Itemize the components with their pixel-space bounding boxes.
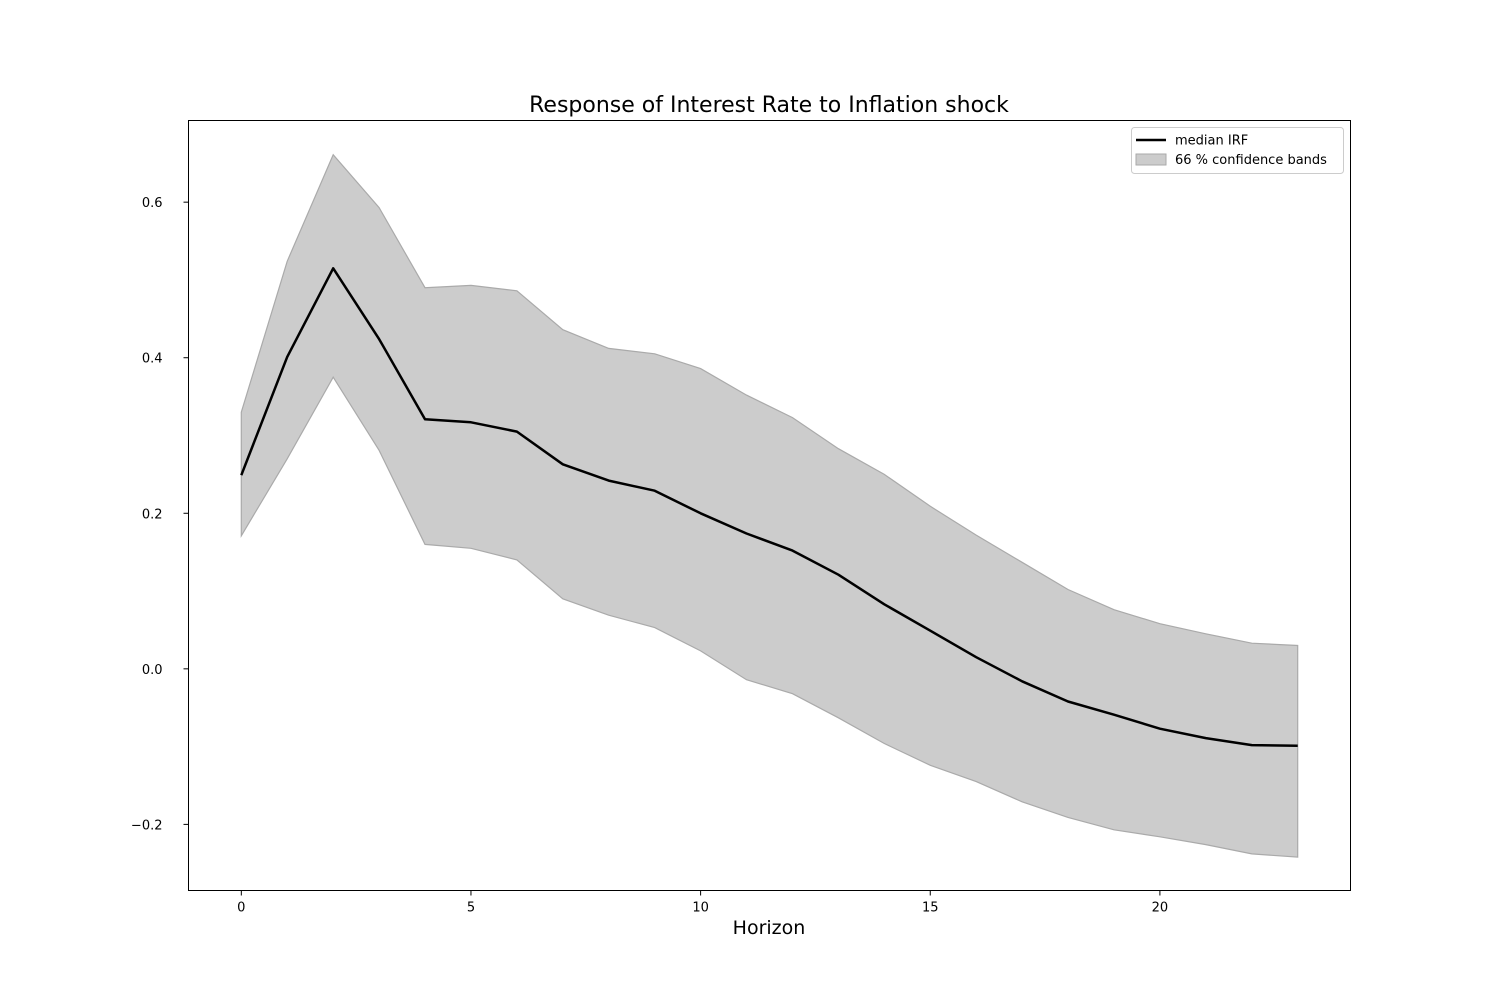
x-tick-label: 15 xyxy=(922,901,939,916)
x-tick-label: 0 xyxy=(237,901,245,916)
y-tick-label: −0.2 xyxy=(131,818,163,833)
confidence-band-area xyxy=(240,153,1299,858)
legend: median IRF 66 % confidence bands xyxy=(1131,127,1344,174)
y-tick-label: 0.6 xyxy=(142,196,163,211)
x-tick-label: 5 xyxy=(467,901,475,916)
legend-label-confidence-band: 66 % confidence bands xyxy=(1175,153,1327,168)
chart-title: Response of Interest Rate to Inflation s… xyxy=(529,93,1009,118)
x-tick-label: 10 xyxy=(692,901,709,916)
legend-label-median-irf: median IRF xyxy=(1175,134,1248,149)
x-tick-label: 20 xyxy=(1152,901,1169,916)
axes-frame xyxy=(188,120,1351,891)
y-axis: −0.2 0.0 0.2 0.4 0.6 xyxy=(131,196,189,833)
y-tick-label: 0.2 xyxy=(142,507,163,522)
y-tick-label: 0.0 xyxy=(142,663,163,678)
legend-box xyxy=(1131,127,1344,174)
x-axis: 0 5 10 15 20 xyxy=(237,890,1169,916)
series-line-0 xyxy=(240,267,1298,748)
legend-swatch-confidence-band xyxy=(1135,153,1167,166)
y-tick-label: 0.4 xyxy=(142,352,163,367)
x-axis-label: Horizon xyxy=(733,917,806,939)
plot-area xyxy=(240,153,1299,858)
